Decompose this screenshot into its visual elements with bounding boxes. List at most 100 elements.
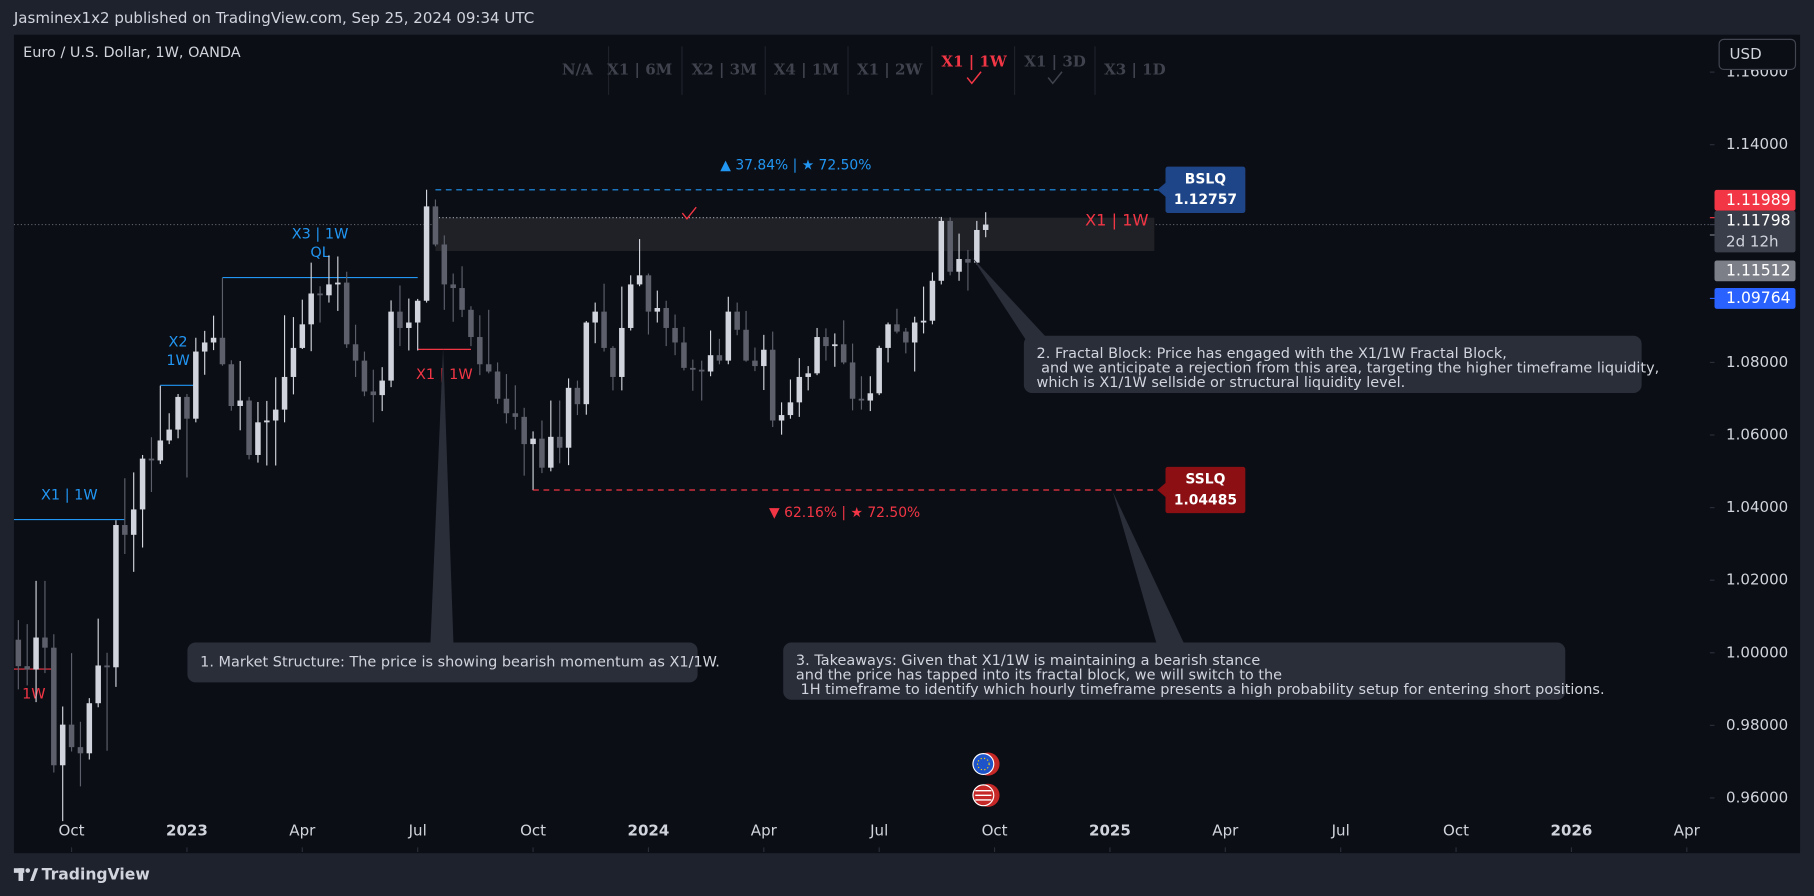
candle-body bbox=[672, 327, 678, 343]
timeframe: X1 | 3D bbox=[1024, 53, 1086, 71]
tradingview-logo: TradingView bbox=[13, 866, 150, 884]
candle-body bbox=[849, 362, 856, 399]
level-label: 1W bbox=[22, 687, 45, 703]
candle-body bbox=[104, 665, 110, 668]
level-label: 1W bbox=[166, 353, 189, 369]
candle-body bbox=[530, 438, 536, 445]
y-tick-label: 0.98000 bbox=[1726, 716, 1788, 734]
check-mark bbox=[681, 206, 697, 220]
candle-body bbox=[920, 320, 927, 323]
x-tick-label: 2024 bbox=[628, 822, 670, 840]
zone-label: X1 | 1W bbox=[1085, 211, 1148, 230]
level-label: QL bbox=[310, 245, 329, 261]
candle-body bbox=[343, 282, 350, 345]
logo-part bbox=[18, 868, 24, 881]
tf-check bbox=[966, 71, 982, 85]
x-tick-label: 2025 bbox=[1089, 822, 1131, 840]
candle-body bbox=[51, 647, 57, 766]
candle-body bbox=[290, 347, 297, 377]
candle-body bbox=[503, 398, 510, 414]
x-tick-label: Oct bbox=[982, 822, 1008, 840]
candle-body bbox=[725, 311, 732, 361]
candle-body bbox=[778, 415, 785, 421]
liquidity-value: 1.04485 bbox=[1174, 492, 1237, 508]
candle-body bbox=[601, 311, 607, 348]
price-label-box bbox=[1714, 288, 1796, 309]
y-tick-label: 1.08000 bbox=[1726, 353, 1788, 371]
candle-body bbox=[450, 284, 456, 289]
candle-body bbox=[894, 324, 900, 332]
y-tick-label: 1.06000 bbox=[1726, 426, 1788, 444]
candle-body bbox=[157, 440, 164, 461]
plot: X1 | 1W X3 | 1W QL X2 1W X1 | 1W X1 | 1W 1W bbox=[13, 189, 1710, 822]
candle-body bbox=[903, 331, 909, 343]
chart-panel bbox=[13, 34, 1801, 854]
candle-body bbox=[299, 324, 306, 348]
candle-body bbox=[77, 747, 84, 754]
candle-body bbox=[122, 525, 128, 535]
candle-body bbox=[787, 402, 794, 416]
callout-pointer bbox=[971, 256, 1047, 341]
price-label-box bbox=[1714, 210, 1796, 253]
candle-body bbox=[397, 311, 403, 328]
candle-body bbox=[370, 391, 377, 396]
logo-part bbox=[25, 868, 31, 873]
callout-text: which is X1/1W sellside or structural li… bbox=[1037, 375, 1406, 391]
candle-body bbox=[911, 322, 918, 343]
candle-body bbox=[982, 224, 989, 230]
candle-body bbox=[761, 349, 767, 367]
candle-body bbox=[743, 329, 749, 361]
level-label: X2 bbox=[169, 334, 188, 350]
publisher: Jasminex1x2 published on TradingView.com… bbox=[13, 9, 534, 27]
candle-body bbox=[228, 364, 235, 406]
brand: TradingView bbox=[42, 866, 150, 884]
timeframe: X1 | 6M bbox=[607, 61, 672, 79]
candle-body bbox=[858, 398, 865, 401]
candle-body bbox=[698, 369, 705, 372]
liquidity-label: SSLQ bbox=[1185, 472, 1225, 488]
liquidity-box bbox=[1165, 166, 1246, 213]
candle-body bbox=[24, 666, 30, 670]
x-tick-label: Apr bbox=[1674, 822, 1701, 840]
candle-body bbox=[645, 275, 652, 312]
candle-body bbox=[210, 337, 217, 343]
x-tick-label: 2026 bbox=[1551, 822, 1593, 840]
candle-body bbox=[308, 293, 314, 325]
candle-body bbox=[113, 525, 119, 668]
candle-body bbox=[592, 311, 598, 323]
candle-body bbox=[929, 280, 936, 321]
candle-body bbox=[619, 327, 625, 377]
candle-body bbox=[840, 344, 847, 363]
candle-body bbox=[814, 337, 820, 374]
candle-body bbox=[752, 360, 758, 367]
candle-body bbox=[130, 509, 137, 535]
candle-body bbox=[690, 367, 696, 370]
candle-body bbox=[823, 337, 829, 347]
liquidity-box bbox=[1165, 466, 1246, 514]
candle-body bbox=[485, 364, 492, 372]
candle-body bbox=[352, 344, 359, 361]
candle-body bbox=[974, 229, 980, 263]
candle-body bbox=[574, 387, 581, 405]
logo-part bbox=[30, 868, 39, 881]
event-flag bbox=[972, 753, 995, 776]
x-tick-label: Jul bbox=[869, 822, 888, 840]
candle-body bbox=[379, 380, 385, 396]
candle-body bbox=[237, 400, 243, 406]
candle-body bbox=[521, 416, 527, 445]
candle-body bbox=[796, 376, 803, 403]
timeframe: X2 | 3M bbox=[692, 61, 757, 79]
x-tick-label: Apr bbox=[1212, 822, 1239, 840]
x-tick-label: Apr bbox=[751, 822, 778, 840]
candle-body bbox=[139, 458, 146, 510]
level-label: X1 | 1W bbox=[41, 487, 98, 503]
candle-body bbox=[512, 413, 519, 417]
candle-body bbox=[477, 337, 483, 365]
candle-body bbox=[15, 639, 22, 667]
candle-body bbox=[565, 387, 572, 448]
candle-body bbox=[246, 400, 252, 455]
candle-body bbox=[414, 300, 421, 323]
candle-body bbox=[441, 244, 448, 285]
tf-check bbox=[1047, 71, 1063, 85]
